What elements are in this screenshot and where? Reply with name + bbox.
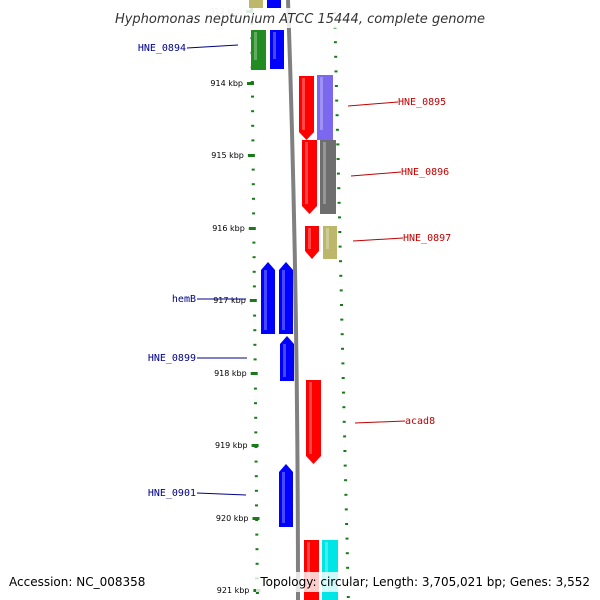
kbp-tick-label: 915 kbp (211, 151, 244, 160)
gene-feature (320, 140, 336, 214)
kbp-tick-label: 918 kbp (214, 369, 247, 378)
kbp-tick: 921 kbp (217, 586, 261, 595)
genome-backbone (286, 0, 300, 600)
kbp-tick: 914 kbp (210, 79, 254, 88)
gene-label: HNE_0894 (138, 43, 239, 54)
gene-feature (305, 226, 319, 259)
gene-feature (249, 0, 263, 8)
gene-features (249, 0, 338, 600)
gene-label-text: HNE_0895 (398, 97, 446, 108)
accession-text: Accession: NC_008358 (9, 575, 145, 589)
gene-label: HNE_0901 (148, 488, 247, 499)
kbp-tick: 917 kbp (213, 296, 257, 305)
gene-feature (323, 226, 337, 259)
gene-feature (279, 464, 293, 527)
gene-label: HNE_0895 (347, 97, 446, 108)
kbp-tick-label: 914 kbp (210, 79, 243, 88)
gene-feature (267, 0, 281, 8)
gene-label-text: HNE_0897 (403, 233, 451, 244)
kbp-tick: 915 kbp (211, 151, 255, 160)
gene-label-text: HNE_0899 (148, 353, 196, 364)
gene-label: HNE_0899 (148, 353, 247, 364)
gene-label-text: HNE_0894 (138, 43, 186, 54)
gene-feature (299, 76, 314, 140)
kbp-tick: 916 kbp (212, 224, 256, 233)
gene-feature (302, 140, 317, 214)
gene-label-text: hemB (172, 294, 196, 305)
kbp-tick: 918 kbp (214, 369, 258, 378)
gene-label-text: HNE_0896 (401, 167, 449, 178)
gene-labels: HNE_0894 HNE_0895 HNE_0896 HNE_0897 hemB HNE_… (138, 43, 451, 499)
kbp-tick-label: 916 kbp (212, 224, 245, 233)
gene-label-text: acad8 (405, 416, 435, 427)
gene-feature (306, 380, 321, 464)
gene-feature (251, 30, 266, 70)
kbp-tick: 919 kbp (215, 441, 259, 450)
kbp-tick-label: 920 kbp (216, 514, 249, 523)
kbp-tick-label: 919 kbp (215, 441, 248, 450)
topology-text: Topology: circular; Length: 3,705,021 bp… (259, 575, 590, 589)
map-title: Hyphomonas neptunium ATCC 15444, complet… (115, 12, 485, 27)
gene-feature (280, 336, 294, 381)
gene-feature (317, 75, 333, 140)
title-backdrop (96, 8, 504, 28)
gene-feature (270, 30, 284, 69)
gene-label: HNE_0897 (352, 233, 451, 244)
gene-label-text: HNE_0901 (148, 488, 196, 499)
footer-backdrop (256, 572, 596, 592)
gene-label: acad8 (354, 416, 435, 427)
gene-feature (261, 262, 275, 334)
gene-label: HNE_0896 (350, 167, 449, 178)
gene-feature (279, 262, 293, 334)
kbp-tick-label: 917 kbp (213, 296, 246, 305)
gene-label: hemB (172, 294, 246, 305)
kbp-tick: 920 kbp (216, 514, 260, 523)
kbp-tick-label: 921 kbp (217, 586, 250, 595)
